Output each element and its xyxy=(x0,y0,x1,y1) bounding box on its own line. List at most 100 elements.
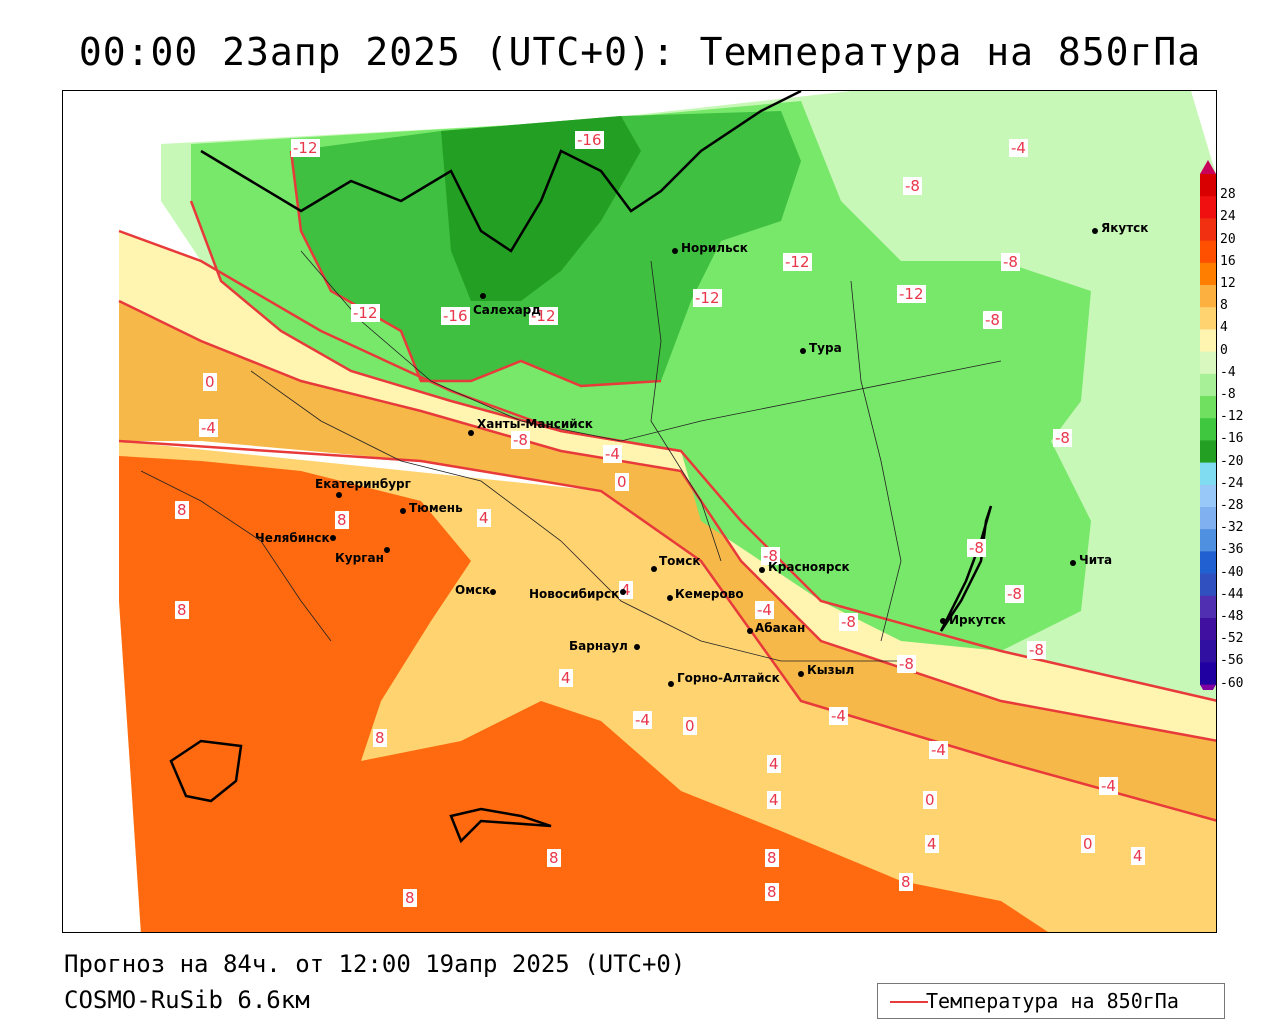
city-label: Барнаул xyxy=(569,639,628,653)
colorbar-svg xyxy=(1200,160,1216,699)
colorbar-cell xyxy=(1200,662,1216,686)
city-label: Якутск xyxy=(1101,221,1149,235)
contour-label: -8 xyxy=(839,613,858,631)
city-marker xyxy=(798,671,804,677)
colorbar-tick-label: -20 xyxy=(1220,453,1244,469)
city-marker xyxy=(667,595,673,601)
contour-label: -8 xyxy=(761,547,780,565)
colorbar-cell xyxy=(1200,396,1216,419)
contour-label: -4 xyxy=(829,707,848,725)
colorbar-tick-label: 24 xyxy=(1220,209,1236,225)
legend: Температура на 850гПа xyxy=(877,983,1225,1019)
hot-region xyxy=(119,456,1048,932)
contour-line xyxy=(189,200,682,453)
city-label: Омск xyxy=(455,583,491,597)
city-marker xyxy=(1070,560,1076,566)
region-border xyxy=(140,470,332,642)
city-marker xyxy=(1092,228,1098,234)
city-marker xyxy=(336,492,342,498)
contour-label: -8 xyxy=(511,431,530,449)
mild-region xyxy=(119,301,1216,821)
city-label: Красноярск xyxy=(768,560,850,574)
colorbar-tick-label: 12 xyxy=(1220,276,1236,291)
lake-baikal xyxy=(939,505,993,632)
city-marker xyxy=(800,348,806,354)
colorbar-tick-label: -16 xyxy=(1220,431,1244,447)
colorbar-tick-label: 20 xyxy=(1220,231,1236,247)
colorbar-cell xyxy=(1200,285,1216,308)
contour-label: 4 xyxy=(767,791,781,809)
contour-label: 8 xyxy=(373,729,387,747)
colorbar-tick-label: -12 xyxy=(1220,409,1244,425)
contour-label: -4 xyxy=(929,741,948,759)
contour-label: 0 xyxy=(923,791,937,809)
city-marker xyxy=(668,681,674,687)
colorbar-cell xyxy=(1200,618,1216,641)
region-border xyxy=(250,370,901,662)
contour-label: -8 xyxy=(1001,253,1020,271)
colorbar-cell xyxy=(1200,418,1216,441)
darkest-green-region xyxy=(441,116,641,301)
city-marker xyxy=(330,535,336,541)
city-marker xyxy=(759,567,765,573)
colorbar-cell xyxy=(1200,307,1216,330)
colorbar-cell xyxy=(1200,507,1216,530)
city-label: Новосибирск xyxy=(529,587,620,601)
colorbar-cell xyxy=(1200,484,1216,508)
contour-label: 4 xyxy=(559,669,573,687)
lake-outline xyxy=(169,739,243,803)
colorbar-cell xyxy=(1200,640,1216,663)
colorbar-cell xyxy=(1200,595,1216,619)
legend-line-swatch xyxy=(890,1001,928,1003)
colorbar-tick-label: -32 xyxy=(1220,520,1244,536)
contour-label: -12 xyxy=(291,139,320,157)
contour-label: 4 xyxy=(1131,847,1145,865)
contour-label: -4 xyxy=(1009,139,1028,157)
colorbar-cell xyxy=(1200,551,1216,575)
contour-label: 8 xyxy=(403,889,417,907)
contour-label: 8 xyxy=(335,511,349,529)
contour-label: 0 xyxy=(1081,835,1095,853)
city-marker xyxy=(490,589,496,595)
contour-label: -8 xyxy=(1053,429,1072,447)
contour-label: -4 xyxy=(603,445,622,463)
coastline xyxy=(200,91,802,253)
region-border xyxy=(650,260,722,562)
colorbar-tick-label: 8 xyxy=(1220,298,1228,314)
colorbar-tick-label: 0 xyxy=(1220,342,1228,358)
city-marker xyxy=(634,644,640,650)
city-label: Томск xyxy=(659,554,701,568)
city-marker xyxy=(384,547,390,553)
region-border xyxy=(850,280,902,642)
contour-label: 8 xyxy=(175,501,189,519)
colorbar-tick-label: -56 xyxy=(1220,653,1244,669)
contour-label: 8 xyxy=(765,883,779,901)
lake-outline xyxy=(449,807,552,844)
city-label: Кемерово xyxy=(675,587,744,601)
colorbar-tick-label: -52 xyxy=(1220,631,1244,647)
contour-label: -4 xyxy=(633,711,652,729)
contour-label: 4 xyxy=(767,755,781,773)
contour-label: 0 xyxy=(203,373,217,391)
colorbar-cell xyxy=(1200,262,1216,286)
colorbar-cell xyxy=(1200,440,1216,464)
city-label: Чита xyxy=(1079,553,1113,567)
colorbar-cell xyxy=(1200,196,1216,219)
colorbar xyxy=(1200,160,1216,699)
contour-label: -16 xyxy=(441,307,470,325)
contour-label: 8 xyxy=(547,849,561,867)
city-label: Иркутск xyxy=(949,613,1006,627)
city-label: Челябинск xyxy=(255,531,330,545)
colorbar-cell xyxy=(1200,240,1216,264)
colorbar-cell xyxy=(1200,529,1216,552)
colorbar-cell xyxy=(1200,462,1216,486)
contour-line xyxy=(289,150,662,388)
colorbar-tick-label: -8 xyxy=(1220,387,1236,402)
contour-label: 8 xyxy=(175,601,189,619)
colorbar-tick-label: -40 xyxy=(1220,564,1244,580)
colorbar-tick-label: -36 xyxy=(1220,542,1244,558)
city-label: Ханты-Мансийск xyxy=(477,417,593,431)
contour-label: -16 xyxy=(575,131,604,149)
colorbar-cap xyxy=(1200,160,1216,174)
colorbar-tick-label: -44 xyxy=(1220,586,1244,602)
